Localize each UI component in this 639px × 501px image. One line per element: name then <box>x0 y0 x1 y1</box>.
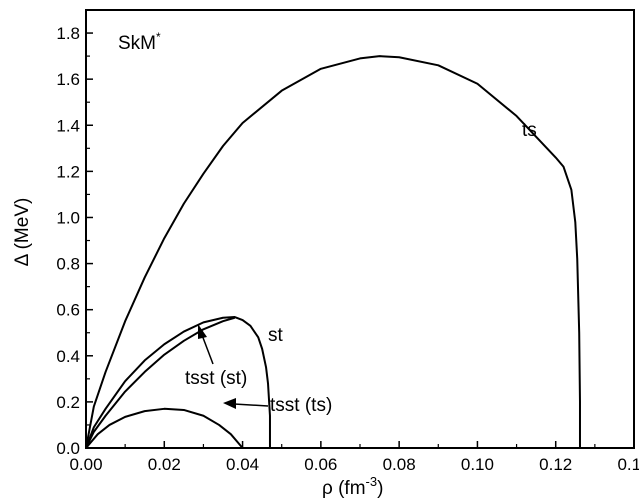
y-tick-label: 0.8 <box>56 255 80 274</box>
y-tick-label: 1.8 <box>56 24 80 43</box>
y-tick-label: 1.0 <box>56 208 80 227</box>
x-tick-label: 0.10 <box>461 455 494 474</box>
x-tick-label: 0.12 <box>539 455 572 474</box>
y-tick-label: 0.6 <box>56 301 80 320</box>
x-axis-label-sup: -3 <box>366 474 378 489</box>
x-axis-label: ρ (fm-3) <box>322 474 383 499</box>
label-st: st <box>268 325 284 346</box>
x-axis-ticks: 0.00 0.02 0.04 0.06 0.08 0.10 0.12 0.14 <box>69 441 639 474</box>
x-tick-label: 0.02 <box>148 455 181 474</box>
y-tick-label: 1.2 <box>56 162 80 181</box>
x-axis-label-main: ρ (fm <box>322 478 366 499</box>
series-line-tsst-ts <box>85 407 244 449</box>
y-tick-label: 1.4 <box>56 116 80 135</box>
chart-title-main: SkM <box>118 33 156 54</box>
x-tick-label: 0.04 <box>226 455 259 474</box>
label-ts: ts <box>522 120 537 141</box>
x-tick-label: 0.06 <box>304 455 337 474</box>
y-axis-ticks: 0.0 0.2 0.4 0.6 0.8 1.0 1.2 1.4 1.6 1.8 <box>56 24 93 458</box>
arrow-tsst-ts <box>223 398 269 409</box>
y-tick-label: 1.6 <box>56 70 80 89</box>
chart-title-sup: * <box>156 30 161 44</box>
x-tick-label: 0.14 <box>617 455 639 474</box>
chart-title: SkM* <box>118 30 161 54</box>
plot-frame <box>85 9 635 449</box>
x-tick-label: 0.08 <box>383 455 416 474</box>
series-line-tsst-st <box>85 316 236 449</box>
y-tick-label: 0.0 <box>56 439 80 458</box>
series-line-st <box>85 316 271 449</box>
label-tsst-st: tsst (st) <box>185 368 247 389</box>
arrow-tsst-st <box>198 324 214 365</box>
y-axis-label: Δ (MeV) <box>12 198 33 267</box>
y-tick-label: 0.2 <box>56 393 80 412</box>
y-tick-label: 0.4 <box>56 347 80 366</box>
series-layer <box>85 55 581 449</box>
label-tsst-ts: tsst (ts) <box>270 395 332 416</box>
x-axis-label-close: ) <box>377 478 383 499</box>
x-tick-label: 0.00 <box>69 455 102 474</box>
series-line-ts <box>85 55 581 449</box>
